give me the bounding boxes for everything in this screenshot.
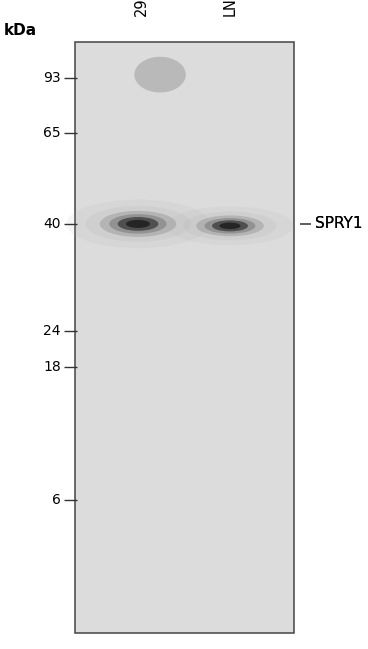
Text: SPRY1: SPRY1 [315, 216, 362, 232]
Ellipse shape [85, 206, 191, 241]
Ellipse shape [183, 212, 277, 240]
Text: SPRY1: SPRY1 [315, 216, 362, 232]
Ellipse shape [166, 206, 294, 245]
Text: 18: 18 [43, 360, 61, 374]
Ellipse shape [118, 217, 158, 231]
Ellipse shape [212, 220, 248, 232]
Text: 40: 40 [43, 217, 61, 231]
Ellipse shape [196, 215, 264, 236]
Text: 65: 65 [43, 126, 61, 140]
Text: 93: 93 [43, 71, 61, 85]
Text: 6: 6 [52, 493, 61, 507]
Ellipse shape [109, 214, 167, 234]
Ellipse shape [205, 218, 255, 234]
Text: kDa: kDa [4, 23, 37, 38]
Ellipse shape [100, 211, 176, 237]
Text: 24: 24 [43, 324, 61, 338]
Ellipse shape [219, 223, 241, 229]
Text: 293T: 293T [134, 0, 149, 16]
Bar [75, 42, 294, 633]
Text: LNCaP: LNCaP [223, 0, 237, 16]
Ellipse shape [126, 220, 150, 228]
Ellipse shape [66, 200, 210, 248]
Ellipse shape [134, 57, 186, 92]
